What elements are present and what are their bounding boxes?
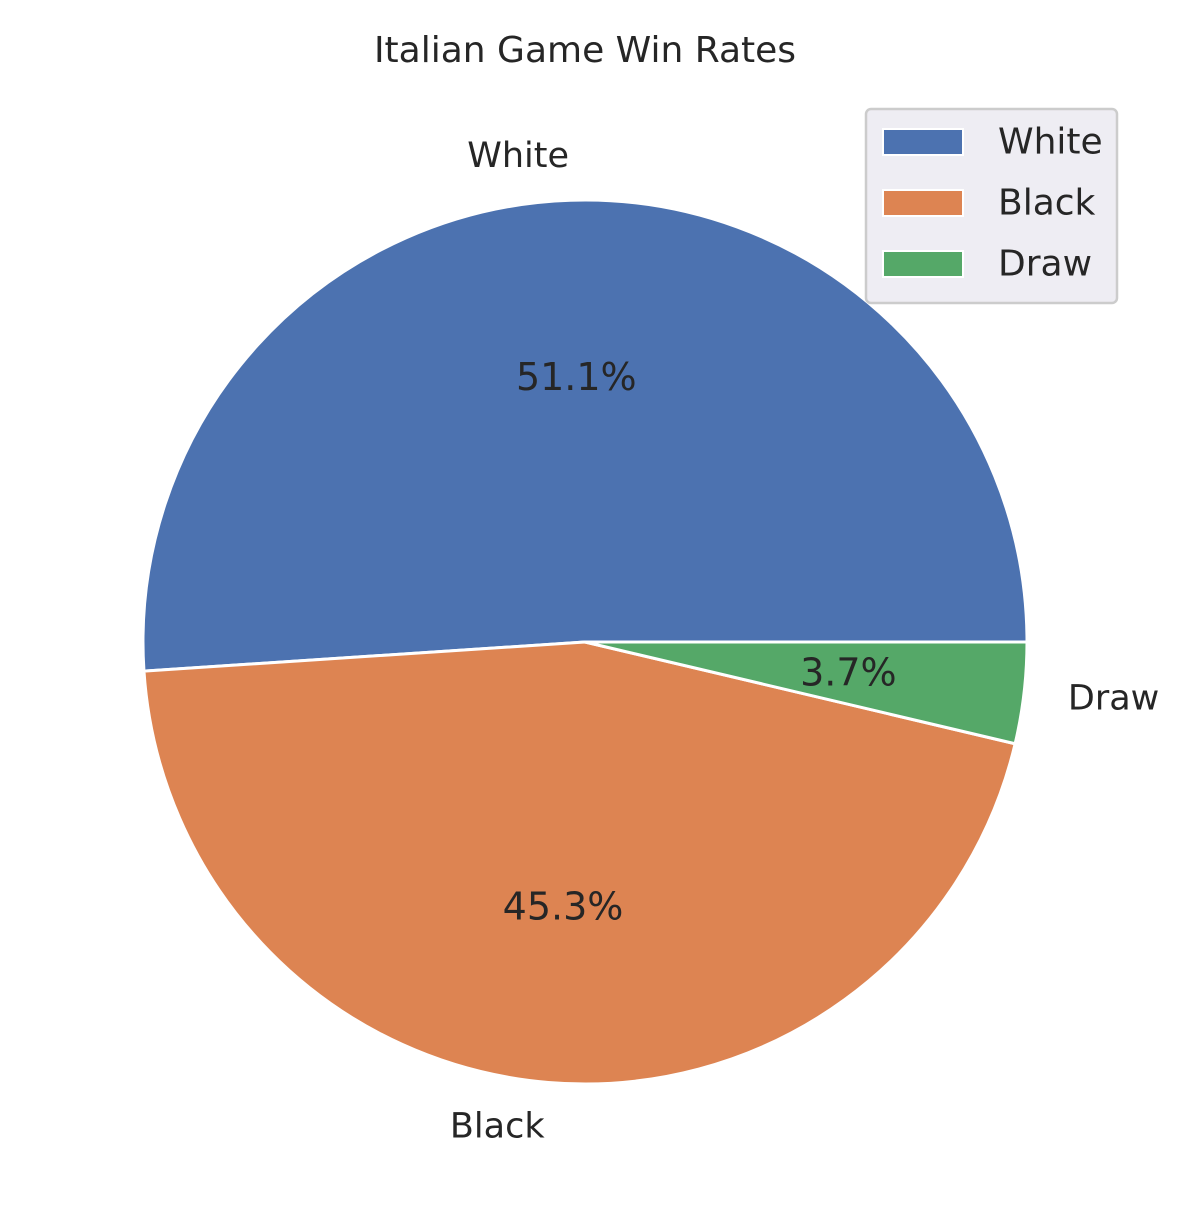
pie-slices [141,198,1029,1086]
pie-labels: White 51.1% Black 45.3% Draw 3.7% [450,136,1159,1146]
legend: White Black Draw [864,107,1119,305]
percent-label-draw: 3.7% [800,651,897,695]
slice-label-white: White [467,136,569,176]
pie-slice-draw [583,640,1029,746]
legend-swatch-white [882,128,964,156]
legend-label-white: White [998,122,1103,163]
legend-label-draw: Draw [998,244,1092,285]
chart-title: Italian Game Win Rates [374,30,796,71]
legend-swatch-black [882,189,964,217]
percent-label-black: 45.3% [503,884,624,928]
pie-slice-black [142,640,1017,1086]
slice-label-draw: Draw [1068,678,1159,718]
percent-label-white: 51.1% [516,355,637,399]
legend-swatch-draw [882,250,964,278]
pie-slice-white [141,198,1029,673]
slice-label-black: Black [450,1107,545,1147]
legend-entries: White Black Draw [882,122,1103,285]
legend-label-black: Black [998,183,1096,224]
